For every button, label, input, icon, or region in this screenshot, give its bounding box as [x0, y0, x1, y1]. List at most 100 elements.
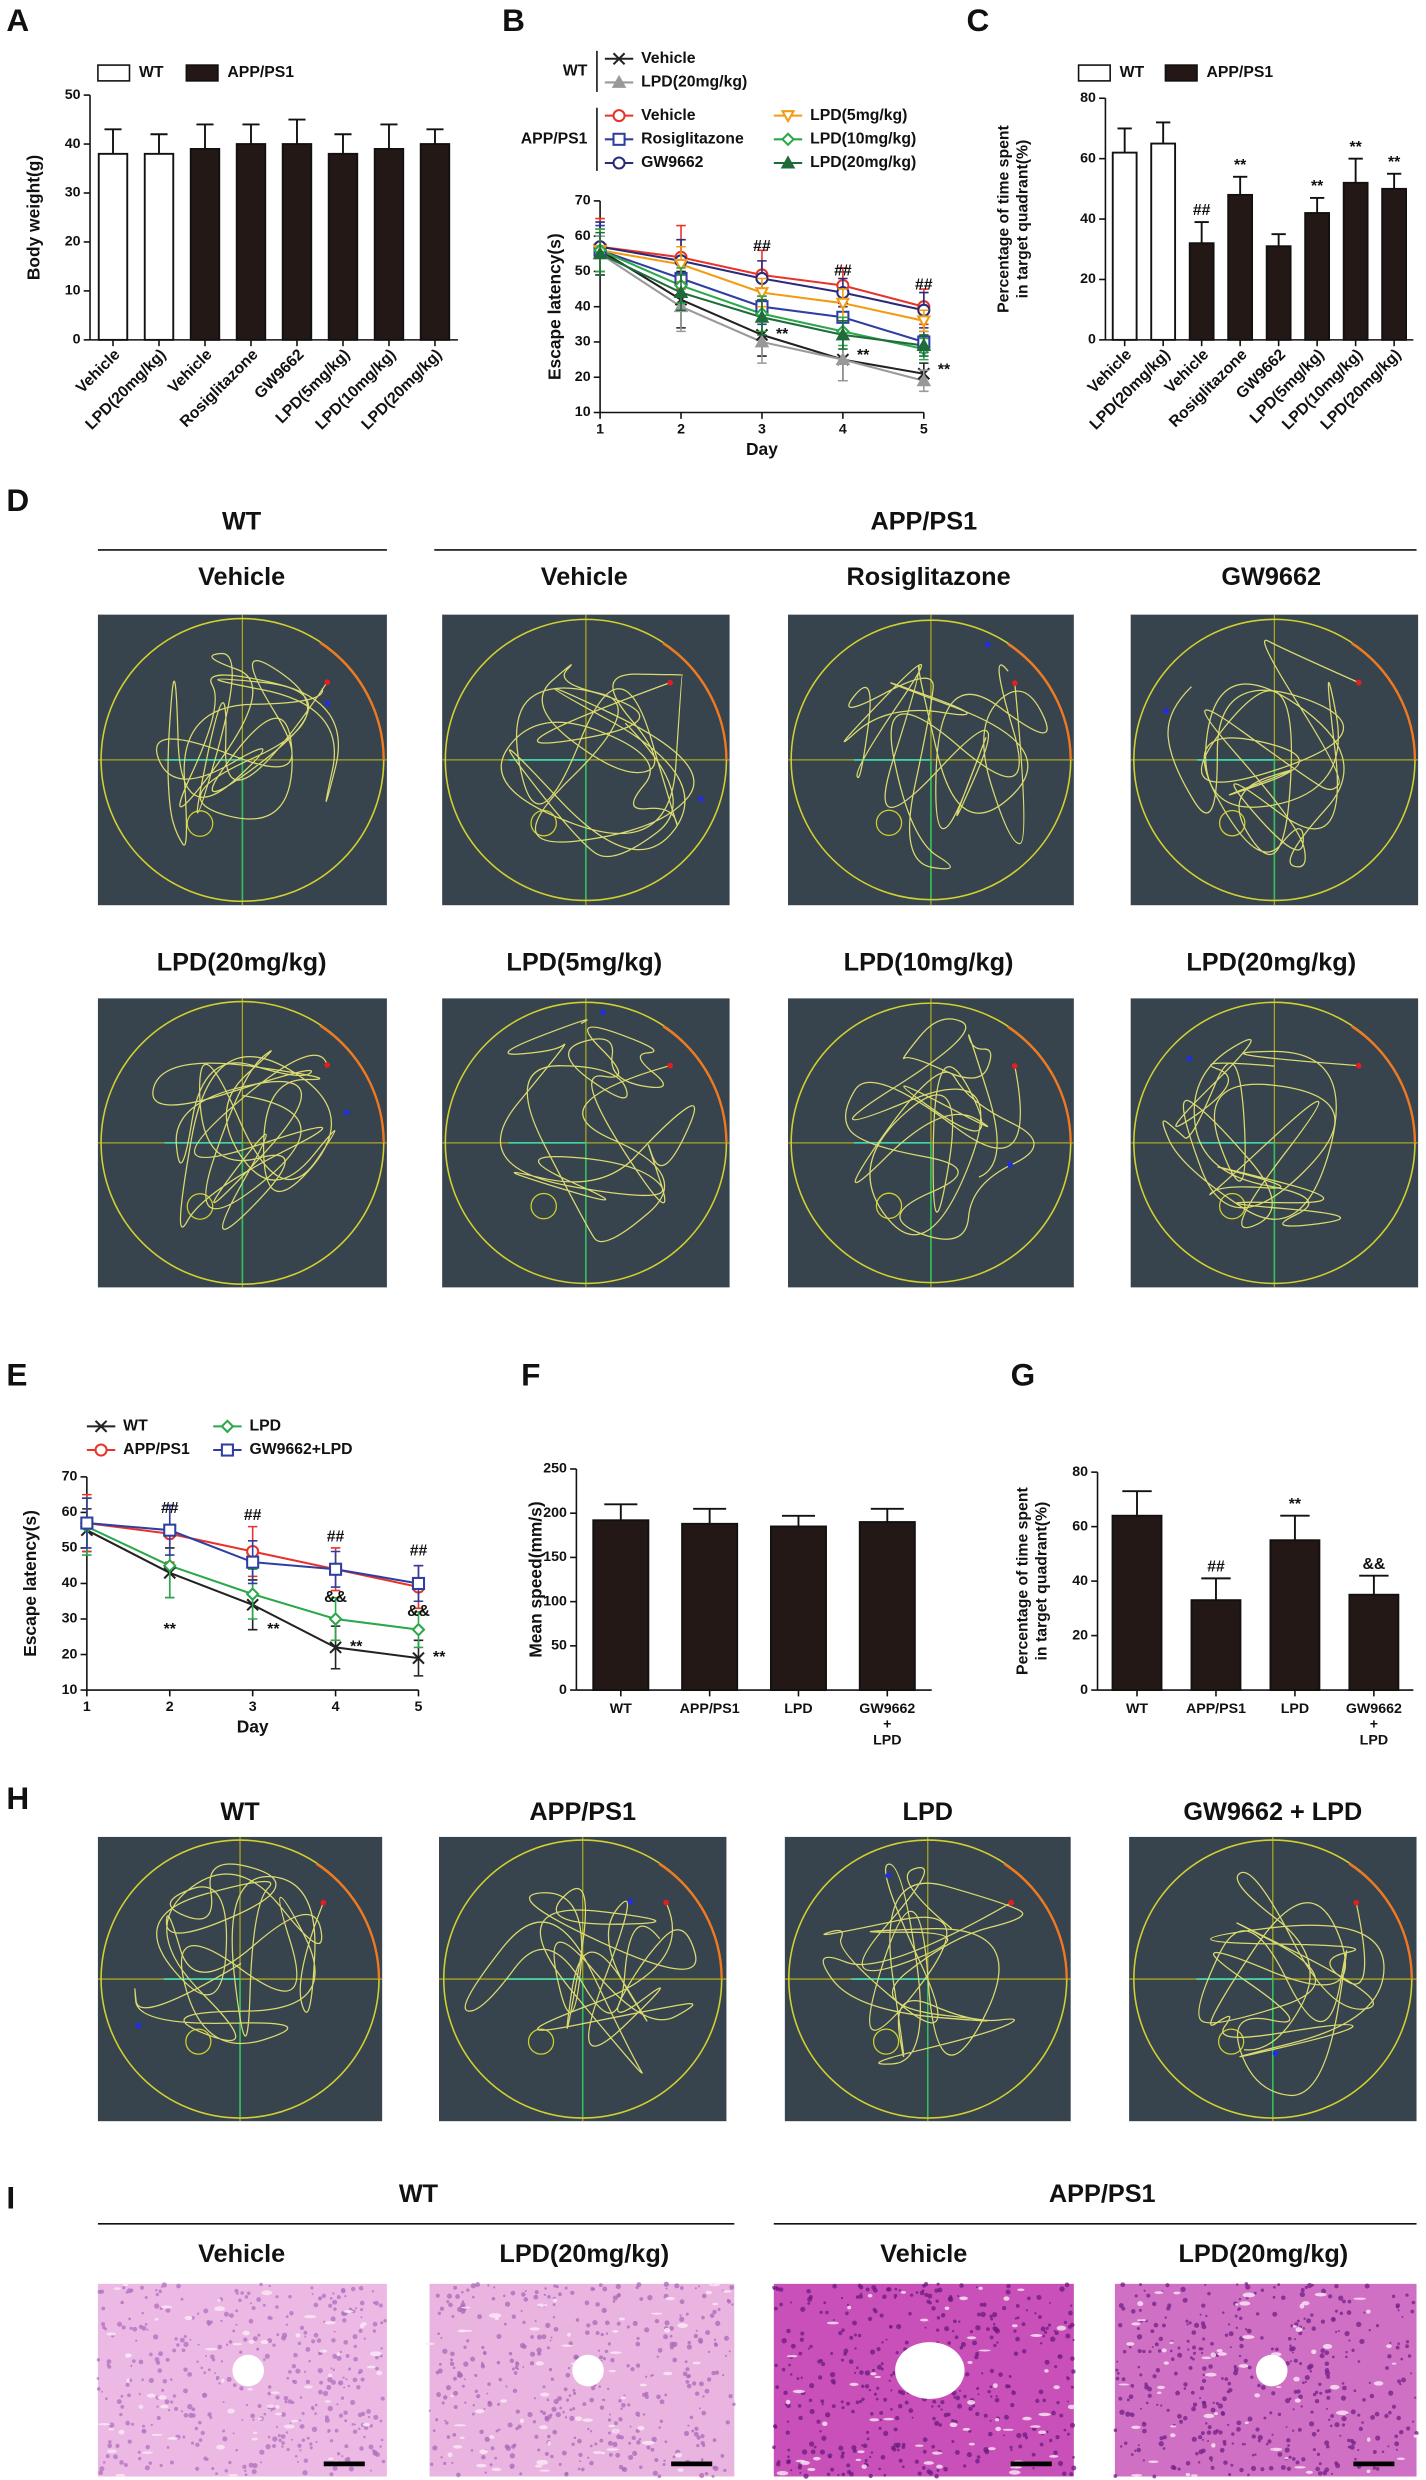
- nucleus: [206, 2319, 211, 2325]
- sinusoid: [270, 2391, 280, 2394]
- sinusoid: [460, 2306, 471, 2309]
- nucleus: [332, 2368, 336, 2372]
- nucleus: [944, 2326, 950, 2332]
- nucleus: [1027, 2296, 1031, 2301]
- nucleus: [786, 2420, 790, 2423]
- nucleus: [1071, 2465, 1077, 2471]
- sinusoid: [1154, 2291, 1164, 2295]
- nucleus: [904, 2400, 909, 2405]
- nucleus: [732, 2402, 736, 2406]
- nucleus: [267, 2391, 272, 2396]
- nucleus: [664, 2320, 670, 2326]
- nucleus: [1051, 2410, 1056, 2416]
- nucleus: [207, 2368, 211, 2372]
- nucleus: [552, 2316, 556, 2319]
- nucleus: [1036, 2294, 1042, 2300]
- nucleus: [1308, 2363, 1314, 2369]
- maze-end: [343, 1109, 350, 1116]
- nucleus: [1399, 2382, 1402, 2386]
- marker: [411, 1576, 426, 1591]
- nucleus: [1250, 2375, 1254, 2379]
- sinusoid: [919, 2318, 929, 2322]
- nucleus: [827, 2453, 833, 2459]
- nucleus: [453, 2285, 458, 2290]
- nucleus: [689, 2415, 694, 2420]
- nucleus: [119, 2460, 124, 2465]
- nucleus: [1173, 2371, 1178, 2376]
- annotation: ##: [327, 1528, 345, 1545]
- marker: [612, 132, 626, 146]
- nucleus: [329, 2472, 334, 2477]
- panel-title: GW9662 + LPD: [1183, 1798, 1362, 1826]
- x-axis-label: Day: [746, 439, 778, 459]
- nucleus: [901, 2442, 906, 2447]
- nucleus: [589, 2444, 593, 2448]
- annotation: ##: [161, 1500, 179, 1517]
- nucleus: [876, 2386, 880, 2390]
- y-axis-label: in target quadrant(%): [1014, 140, 1031, 299]
- nucleus: [789, 2301, 793, 2304]
- nucleus: [981, 2372, 984, 2375]
- nucleus: [870, 2349, 876, 2355]
- nucleus: [251, 2306, 256, 2311]
- nucleus: [883, 2397, 888, 2402]
- sinusoid: [1367, 2437, 1371, 2442]
- nucleus: [495, 2429, 499, 2433]
- nucleus: [138, 2359, 144, 2365]
- nucleus: [509, 2358, 515, 2364]
- nucleus: [858, 2294, 863, 2299]
- nucleus: [578, 2452, 583, 2458]
- sinusoid: [812, 2456, 821, 2461]
- nucleus: [1113, 2474, 1118, 2478]
- nucleus: [729, 2285, 735, 2290]
- nucleus: [533, 2397, 536, 2400]
- nucleus: [901, 2465, 905, 2469]
- nucleus: [607, 2387, 610, 2391]
- annotation: **: [938, 361, 951, 378]
- nucleus: [1296, 2319, 1300, 2323]
- legend-label: APP/PS1: [1206, 64, 1273, 81]
- nucleus: [1139, 2407, 1142, 2410]
- nucleus: [1330, 2414, 1335, 2418]
- nucleus: [1254, 2453, 1257, 2456]
- nucleus: [241, 2419, 244, 2422]
- nucleus: [286, 2376, 290, 2380]
- nucleus: [786, 2328, 791, 2334]
- nucleus: [701, 2410, 707, 2416]
- nucleus: [440, 2456, 443, 2459]
- y-tick-label: 20: [1072, 1627, 1088, 1643]
- nucleus: [196, 2312, 200, 2315]
- nucleus: [239, 2386, 244, 2391]
- nucleus: [589, 2460, 594, 2466]
- nucleus: [1143, 2289, 1146, 2292]
- nucleus: [120, 2300, 124, 2305]
- sinusoid: [1008, 2470, 1021, 2475]
- nucleus: [921, 2289, 925, 2292]
- sinusoid: [1238, 2364, 1249, 2368]
- sinusoid: [491, 2467, 502, 2472]
- nucleus: [432, 2445, 438, 2451]
- nucleus: [289, 2310, 294, 2316]
- nucleus: [484, 2471, 487, 2474]
- nucleus: [547, 2295, 551, 2299]
- nucleus: [853, 2371, 857, 2374]
- nucleus: [873, 2309, 878, 2314]
- nucleus: [664, 2440, 668, 2444]
- nucleus: [1039, 2442, 1044, 2447]
- nucleus: [161, 2282, 167, 2288]
- nucleus: [1152, 2474, 1157, 2479]
- nucleus: [940, 2400, 945, 2405]
- nucleus: [220, 2360, 224, 2363]
- nucleus: [263, 2412, 267, 2416]
- panel-letter: I: [6, 2179, 15, 2215]
- nucleus: [211, 2358, 216, 2362]
- sinusoid: [1386, 2344, 1392, 2349]
- nucleus: [1151, 2346, 1154, 2348]
- nucleus: [1309, 2370, 1313, 2373]
- bar: [1265, 245, 1292, 341]
- maze-arc: [1348, 1862, 1413, 1980]
- nucleus: [785, 2430, 790, 2435]
- marker: [80, 1516, 94, 1530]
- nucleus: [286, 2448, 290, 2452]
- nucleus: [1293, 2358, 1298, 2363]
